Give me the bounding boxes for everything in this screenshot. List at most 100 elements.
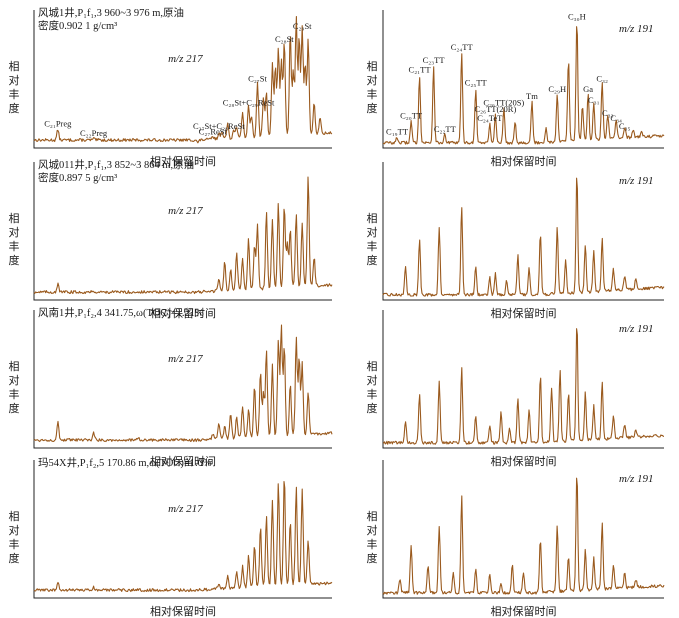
y-axis-label-char: 丰 (9, 538, 20, 551)
peak-annotation: C₂₀TT (400, 111, 423, 121)
axis-frame (33, 10, 332, 149)
peak-annotation: C₂₉H (548, 84, 566, 94)
peak-annotation: Ga (583, 84, 593, 94)
y-axis-label-char: 度 (9, 101, 20, 115)
y-axis-label-char: 度 (9, 551, 20, 565)
y-axis-label-char: 对 (9, 225, 20, 239)
y-axis-label-char: 丰 (9, 388, 20, 401)
chromatogram-trace (33, 480, 333, 593)
y-axis-label-char: 丰 (9, 240, 20, 253)
y-axis-label-char: 对 (367, 225, 378, 239)
peak-annotation: C₂₇St+C₂₈ReSt (193, 121, 245, 131)
x-axis-label: 相对保留时间 (491, 604, 557, 618)
y-axis-label-char: 对 (9, 373, 20, 387)
peak-annotation: Tm (526, 91, 538, 101)
x-axis-label: 相对保留时间 (150, 454, 216, 468)
x-axis-label: 相对保留时间 (491, 154, 557, 168)
y-axis-label-char: 度 (367, 551, 378, 565)
y-axis-label-char: 丰 (367, 388, 378, 401)
chromatogram-trace (382, 177, 665, 297)
y-axis-label-char: 相 (9, 60, 20, 73)
peak-annotation: C₂₇St (248, 74, 267, 84)
peak-annotation: C₃₃ (602, 108, 614, 118)
peak-annotation: C₁₉TT (386, 126, 409, 136)
mz-label: m/z 191 (619, 473, 654, 485)
y-axis-label-char: 度 (9, 401, 20, 415)
chromatogram-trace (33, 15, 333, 144)
mz-label: m/z 217 (168, 503, 203, 515)
axis-frame (382, 310, 664, 449)
y-axis-label-char: 相 (367, 60, 378, 73)
mz-label: m/z 217 (168, 353, 203, 365)
mz-label: m/z 191 (619, 23, 654, 35)
y-axis-label-char: 度 (367, 101, 378, 115)
sample-info-line: 风城1井,P₁f₁,3 960~3 976 m,原油 (38, 6, 184, 19)
x-axis-label: 相对保留时间 (150, 306, 216, 320)
chromatogram-trace (383, 328, 664, 445)
peak-annotation: C₃₂ (596, 74, 608, 84)
y-axis-label-char: 相 (367, 360, 378, 373)
chromatogram-trace (382, 477, 665, 595)
y-axis-label-char: 对 (9, 73, 20, 87)
chromatogram-trace (383, 26, 665, 145)
y-axis-label-char: 相 (9, 212, 20, 225)
x-axis-label: 相对保留时间 (491, 454, 557, 468)
chromatogram-trace (33, 324, 333, 443)
mz-label: m/z 191 (619, 175, 654, 187)
peak-annotation: C₂₂TT (434, 124, 457, 134)
axis-frame (33, 162, 332, 301)
peak-annotation: C₂₆TT(20R) (474, 104, 516, 114)
y-axis-label-char: 相 (367, 212, 378, 225)
y-axis-label-char: 相 (9, 510, 20, 523)
y-axis-label-char: 丰 (9, 88, 20, 101)
peak-annotation: C₂₅TT (465, 78, 488, 88)
y-axis-label-char: 对 (367, 373, 378, 387)
y-axis-label-char: 丰 (367, 88, 378, 101)
mz-label: m/z 217 (168, 205, 203, 217)
peak-annotation: C₂₉St (293, 21, 312, 31)
axis-frame (33, 460, 332, 599)
peak-annotation: C₂₃TT (423, 55, 446, 65)
peak-annotation: C₂₁TT (409, 64, 432, 74)
axis-frame (382, 10, 664, 149)
chromatogram-trace (33, 176, 333, 295)
axis-frame (33, 310, 332, 449)
y-axis-label-char: 丰 (367, 538, 378, 551)
y-axis-label-char: 相 (9, 360, 20, 373)
axis-frame (382, 162, 664, 301)
peak-annotation: C₂₁Preg (44, 119, 72, 129)
axis-frame (382, 460, 664, 599)
y-axis-label-char: 度 (9, 253, 20, 267)
y-axis-label-char: 对 (367, 73, 378, 87)
x-axis-label: 相对保留时间 (150, 154, 216, 168)
x-axis-label: 相对保留时间 (150, 604, 216, 618)
y-axis-label-char: 对 (367, 523, 378, 537)
sample-info-line: 密度0.897 5 g/cm³ (38, 171, 117, 184)
y-axis-label-char: 对 (9, 523, 20, 537)
peak-annotation: C₂₇ReSt (199, 126, 228, 136)
x-axis-label: 相对保留时间 (491, 306, 557, 320)
y-axis-label-char: 丰 (367, 240, 378, 253)
peak-annotation: C₃₁ (588, 95, 600, 105)
peak-annotation: C₂₄TeT (477, 113, 503, 123)
peak-annotation: C₃₅ (619, 121, 631, 131)
y-axis-label-char: 度 (367, 253, 378, 267)
peak-annotation: C₃₀H (568, 12, 586, 22)
mz-label: m/z 191 (619, 323, 654, 335)
peak-annotation: C₂₆TT(20S) (483, 97, 524, 107)
peak-annotation: C₂₂Preg (80, 128, 108, 138)
mz-label: m/z 217 (168, 53, 203, 65)
sample-info-line: 密度0.902 1 g/cm³ (38, 19, 117, 32)
y-axis-label-char: 度 (367, 401, 378, 415)
sample-info-line: 风南1井,P₁f₂,4 341.75,ω(TOC)=1.21% (38, 306, 204, 319)
sample-info-line: 玛54X井,P₁f₂,5 170.86 m,ω(TOC)=1.0% (38, 456, 212, 469)
